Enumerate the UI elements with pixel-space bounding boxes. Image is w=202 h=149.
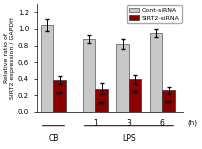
Bar <box>83 39 95 112</box>
Text: 1: 1 <box>93 119 98 128</box>
Legend: Cont-siRNA, SIRT2-siRNA: Cont-siRNA, SIRT2-siRNA <box>127 5 182 23</box>
Text: 6: 6 <box>160 119 165 128</box>
Text: **: ** <box>165 100 173 109</box>
Bar <box>129 79 141 112</box>
Text: 3: 3 <box>126 119 131 128</box>
Text: CB: CB <box>48 134 59 143</box>
Text: **: ** <box>56 91 64 100</box>
Bar <box>150 33 162 112</box>
Text: **: ** <box>131 90 139 99</box>
Bar <box>116 44 129 112</box>
Bar <box>162 90 175 112</box>
Y-axis label: Relative ratio of
SIRT2 expression / GAPDH: Relative ratio of SIRT2 expression / GAP… <box>4 17 15 99</box>
Text: LPS: LPS <box>122 134 136 143</box>
Bar <box>53 80 66 112</box>
Bar <box>41 25 53 112</box>
Text: **: ** <box>98 101 105 110</box>
Bar <box>95 89 108 112</box>
Text: (h): (h) <box>187 119 198 126</box>
